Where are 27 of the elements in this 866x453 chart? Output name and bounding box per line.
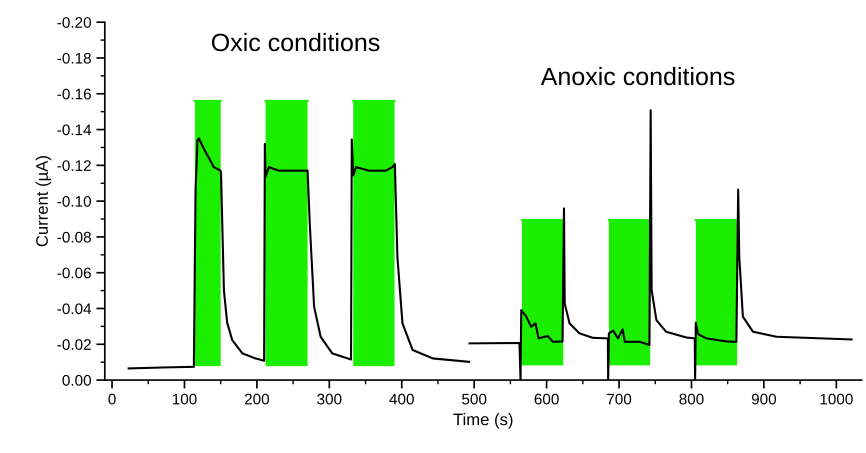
y-tick-label: -0.14 [57,124,92,136]
line-series [128,137,470,370]
x-tick-label: 100 [172,394,197,404]
x-tick-label: 300 [317,394,342,404]
x-tick-label: 1000 [820,394,853,404]
x-tick-label: 0 [108,394,116,404]
x-tick-label: 200 [244,394,270,404]
y-tick-label: -0.20 [57,17,91,28]
y-tick-label: -0.10 [57,196,91,207]
y-tick-label: -0.04 [57,303,92,314]
y-axis-title: Current (µA) [36,156,52,246]
x-tick-label: 600 [534,394,559,404]
annotation: Anoxic conditions [540,66,734,86]
y-tick-label: -0.12 [57,160,91,172]
y-tick-label: -0.18 [57,52,91,64]
y-tick-label: -0.06 [57,268,91,278]
x-tick-label: 400 [389,394,414,404]
y-tick-label: -0.16 [57,88,91,100]
x-tick-label: 900 [752,394,776,404]
x-tick-label: 700 [607,394,632,404]
x-tick-label: 500 [462,394,486,404]
x-axis-title: Time (s) [453,413,512,429]
x-tick-label: 800 [679,394,704,404]
y-tick-label: -0.02 [57,339,91,350]
y-tick-label: 0.00 [62,374,91,386]
annotation: Oxic conditions [212,32,380,52]
y-tick-label: -0.08 [57,232,91,243]
